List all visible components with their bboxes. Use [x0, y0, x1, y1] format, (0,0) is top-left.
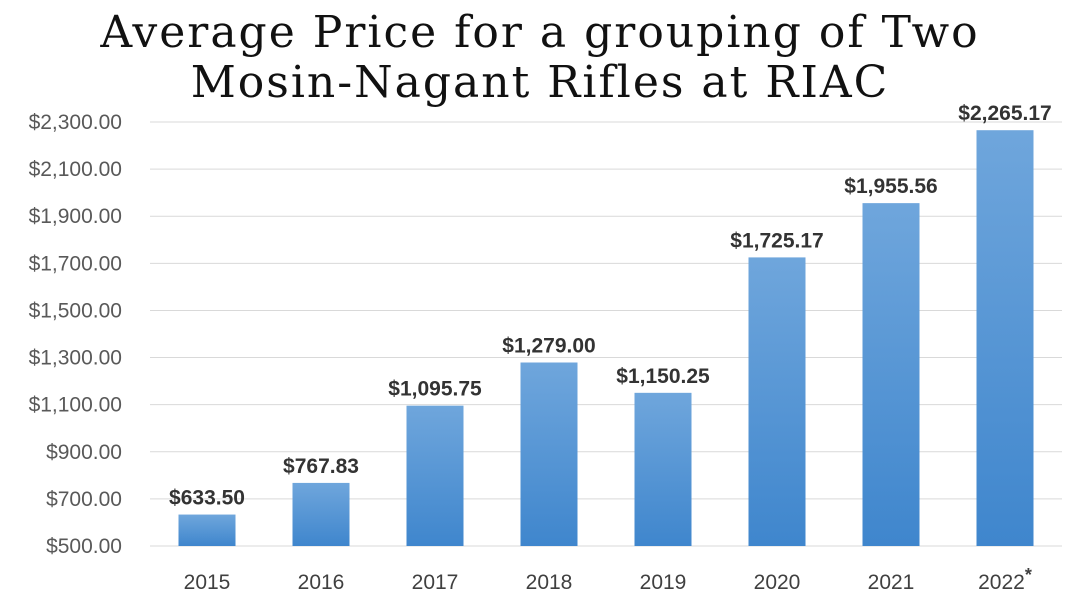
chart-title-line-2: Mosin-Nagant Rifles at RIAC: [190, 57, 890, 108]
data-label-2015: $633.50: [169, 487, 245, 510]
y-tick-label: $1,900.00: [29, 205, 122, 228]
x-tick-label-2015: 2015: [184, 571, 231, 594]
bars: [178, 130, 1034, 546]
y-axis: $500.00 $700.00 $900.00 $1,100.00 $1,300.00 $…: [29, 111, 122, 558]
x-tick-label-2019: 2019: [640, 571, 687, 594]
x-tick-label-2022: 2022*: [978, 565, 1032, 594]
bar-2017: [406, 405, 464, 546]
data-label-2022: $2,265.17: [958, 102, 1051, 125]
x-tick-footnote-mark: *: [1025, 565, 1032, 585]
x-tick-label-2021: 2021: [868, 571, 915, 594]
y-tick-label: $1,300.00: [29, 347, 122, 370]
y-tick-label: $500.00: [46, 535, 122, 558]
data-label-2021: $1,955.56: [844, 175, 937, 198]
bar-2022: [976, 130, 1034, 546]
y-tick-label: $2,100.00: [29, 158, 122, 181]
data-label-2020: $1,725.17: [730, 229, 823, 252]
bar-2018: [520, 362, 578, 546]
y-tick-label: $700.00: [46, 488, 122, 511]
y-tick-label: $1,500.00: [29, 299, 122, 322]
x-tick-label-2016: 2016: [298, 571, 345, 594]
x-tick-label-2020: 2020: [754, 571, 801, 594]
y-tick-label: $1,100.00: [29, 394, 122, 417]
data-label-2018: $1,279.00: [502, 335, 595, 358]
data-label-2017: $1,095.75: [388, 378, 482, 401]
y-tick-label: $900.00: [46, 441, 122, 464]
x-axis: 2015 2016 2017 2018 2019 2020 2021 2022*: [184, 565, 1032, 594]
y-tick-label: $1,700.00: [29, 252, 122, 275]
x-tick-label-2018: 2018: [526, 571, 573, 594]
x-tick-label-2017: 2017: [412, 571, 459, 594]
data-label-2019: $1,150.25: [616, 365, 710, 388]
bar-2016: [292, 482, 350, 546]
bar-2019: [634, 392, 692, 546]
chart-title: Average Price for a grouping of Two Mosi…: [0, 8, 1080, 108]
chart-title-line-1: Average Price for a grouping of Two: [100, 7, 980, 58]
data-labels: $633.50 $767.83 $1,095.75 $1,279.00 $1,150.2…: [169, 102, 1052, 509]
bar-2015: [178, 514, 236, 546]
bar-2020: [748, 257, 806, 546]
y-tick-label: $2,300.00: [29, 111, 122, 134]
bar-2021: [862, 203, 920, 546]
data-label-2016: $767.83: [283, 455, 359, 478]
